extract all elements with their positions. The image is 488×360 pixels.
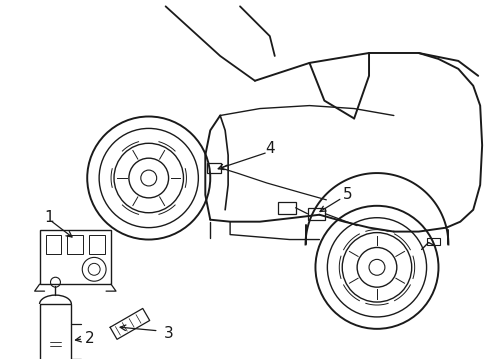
Text: 5: 5	[342, 188, 351, 202]
Text: 1: 1	[44, 210, 54, 225]
Bar	[89, 235, 105, 255]
Bar	[45, 235, 61, 255]
Bar	[40, 304, 71, 360]
Bar	[307, 208, 325, 220]
Text: 4: 4	[264, 141, 274, 156]
Bar	[40, 230, 111, 284]
Bar	[277, 202, 295, 214]
Bar	[67, 235, 83, 255]
Bar	[426, 238, 440, 246]
Text: 3: 3	[163, 326, 173, 341]
Bar	[207, 163, 221, 173]
Text: 2: 2	[84, 331, 94, 346]
